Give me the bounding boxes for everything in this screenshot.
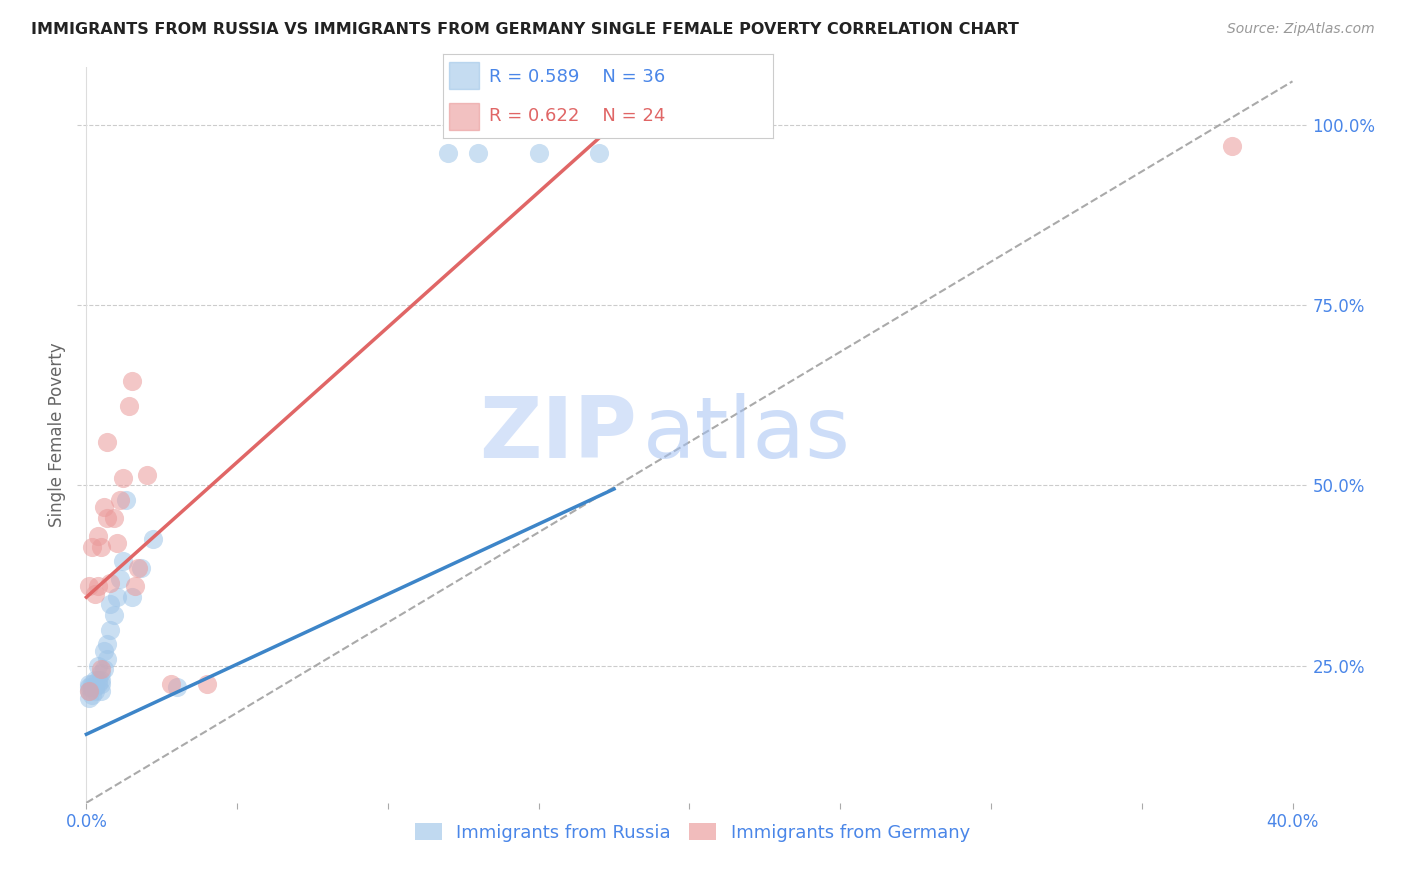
Point: [82, 681, 104, 695]
Text: R = 0.622    N = 24: R = 0.622 N = 24: [489, 107, 665, 125]
Point: [79, 579, 101, 593]
Point: [82, 688, 104, 702]
Point: [96, 651, 118, 665]
Point: [90, 540, 112, 554]
Point: [87, 529, 110, 543]
Point: [166, 681, 188, 695]
Point: [96, 511, 118, 525]
Text: IMMIGRANTS FROM RUSSIA VS IMMIGRANTS FROM GERMANY SINGLE FEMALE POVERTY CORRELAT: IMMIGRANTS FROM RUSSIA VS IMMIGRANTS FRO…: [31, 22, 1019, 37]
Bar: [450, 103, 479, 130]
Point: [90, 665, 112, 680]
Point: [121, 374, 143, 388]
Point: [96, 435, 118, 450]
Point: [90, 673, 112, 688]
Point: [437, 146, 460, 161]
Point: [79, 684, 101, 698]
Point: [84, 586, 107, 600]
Point: [142, 533, 165, 547]
Point: [79, 681, 101, 695]
Point: [82, 677, 104, 691]
Text: atlas: atlas: [644, 393, 851, 476]
Point: [1220, 139, 1243, 153]
Point: [79, 684, 101, 698]
Point: [84, 681, 107, 695]
Point: [129, 561, 152, 575]
Point: [93, 662, 115, 676]
Point: [124, 579, 146, 593]
Point: [79, 677, 101, 691]
Point: [96, 637, 118, 651]
Point: [105, 536, 128, 550]
Point: [90, 662, 112, 676]
Point: [117, 399, 139, 413]
Text: R = 0.589    N = 36: R = 0.589 N = 36: [489, 69, 665, 87]
Point: [588, 146, 610, 161]
Point: [108, 492, 131, 507]
Point: [93, 500, 115, 514]
Point: [87, 658, 110, 673]
Point: [79, 691, 101, 706]
Text: Source: ZipAtlas.com: Source: ZipAtlas.com: [1227, 22, 1375, 37]
Bar: [450, 62, 479, 89]
Point: [103, 511, 125, 525]
Point: [100, 598, 122, 612]
Point: [121, 590, 143, 604]
Point: [467, 146, 489, 161]
Point: [108, 572, 131, 586]
Text: ZIP: ZIP: [479, 393, 637, 476]
Point: [100, 623, 122, 637]
Point: [100, 575, 122, 590]
Y-axis label: Single Female Poverty: Single Female Poverty: [48, 343, 66, 527]
Point: [84, 673, 107, 688]
Point: [90, 684, 112, 698]
Point: [195, 677, 218, 691]
Point: [105, 590, 128, 604]
Point: [87, 673, 110, 688]
Point: [527, 146, 550, 161]
Point: [111, 554, 134, 568]
Point: [87, 677, 110, 691]
Point: [90, 677, 112, 691]
Point: [87, 579, 110, 593]
Point: [114, 492, 136, 507]
Point: [135, 467, 157, 482]
Point: [127, 561, 149, 575]
Point: [111, 471, 134, 485]
Point: [103, 608, 125, 623]
Point: [82, 540, 104, 554]
Point: [93, 644, 115, 658]
Legend: Immigrants from Russia, Immigrants from Germany: Immigrants from Russia, Immigrants from …: [408, 816, 977, 849]
Point: [84, 684, 107, 698]
Point: [159, 677, 181, 691]
